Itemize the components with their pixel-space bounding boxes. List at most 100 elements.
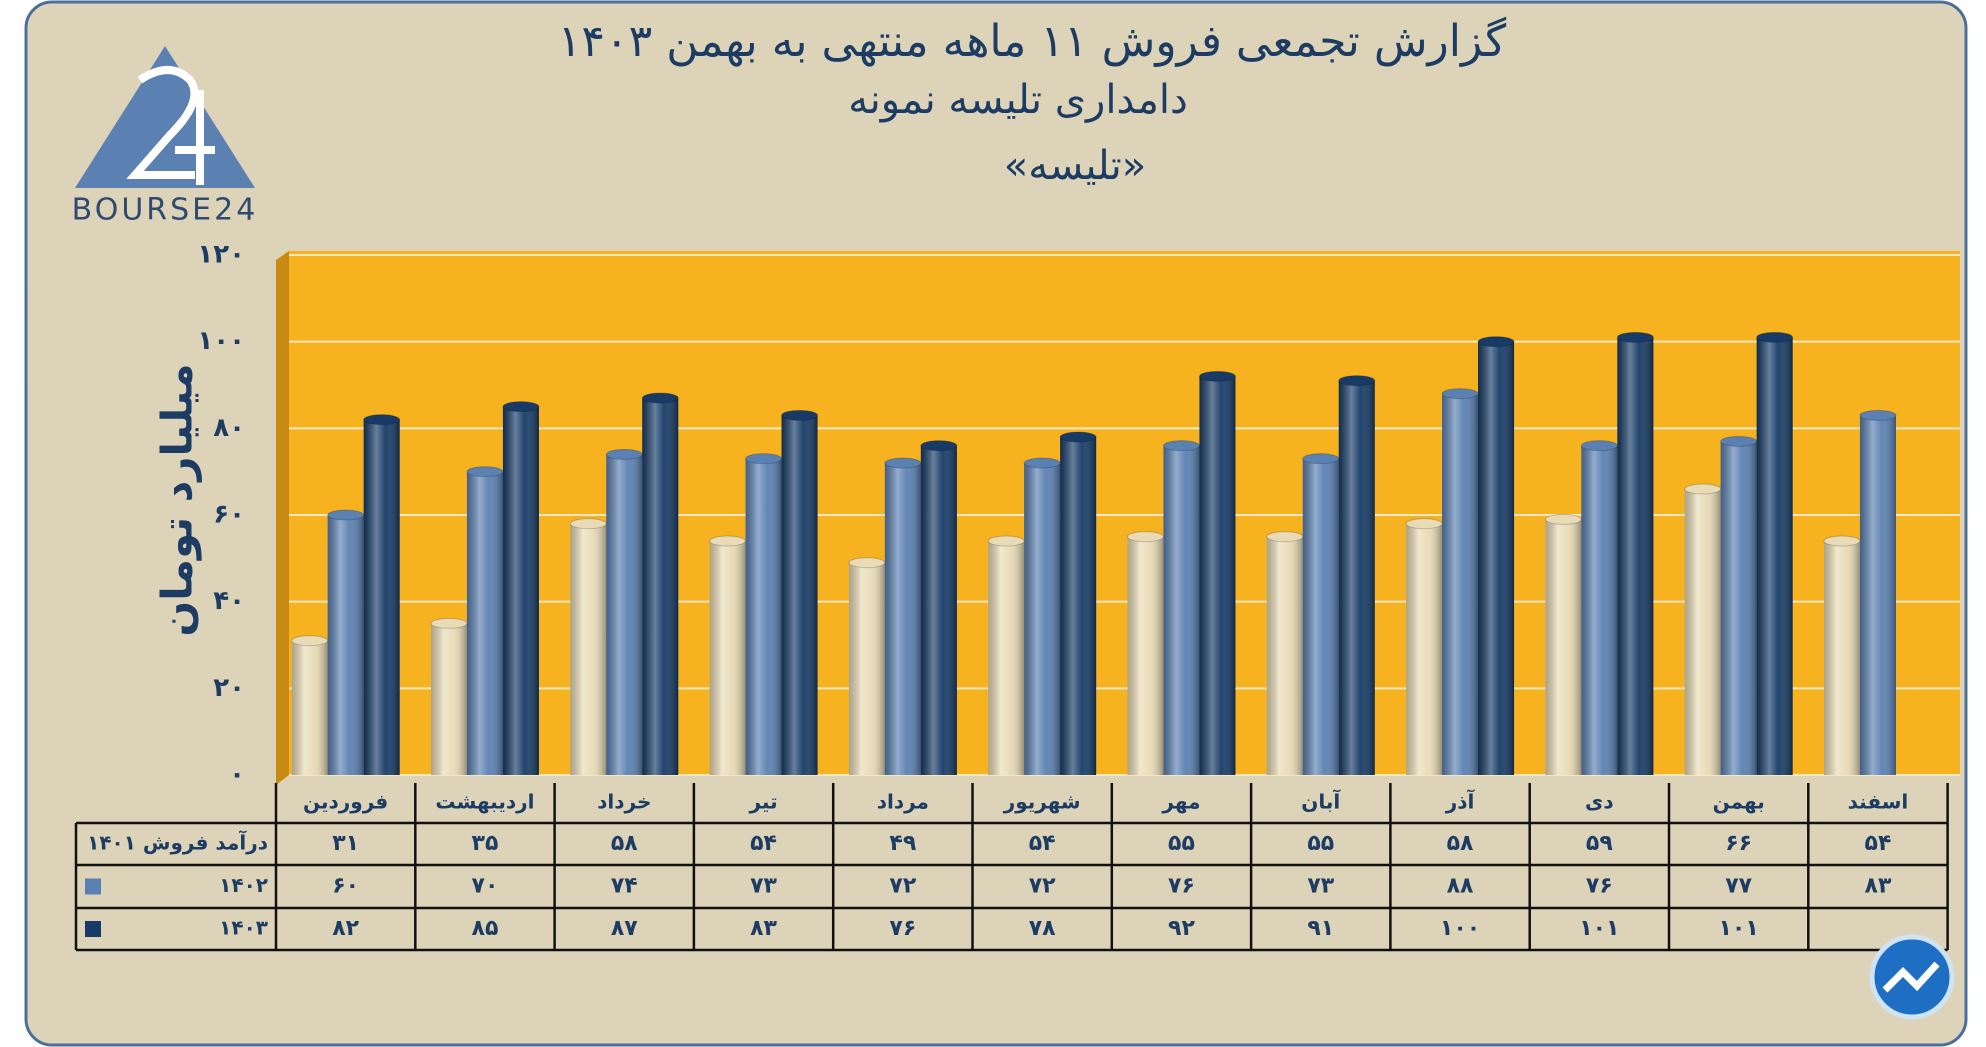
bar-cap (920, 440, 958, 452)
table-value: ۷۶ (889, 916, 916, 941)
table-value: ۱۰۱ (1579, 916, 1619, 941)
bar-shade (1266, 536, 1303, 775)
table-value: ۸۵ (472, 916, 499, 941)
bar-shade (430, 623, 467, 775)
bar-shade (709, 541, 746, 775)
x-tick-label: اردیبهشت (435, 790, 534, 814)
corner-icon (1869, 934, 1955, 1020)
bar-shade (1581, 445, 1618, 775)
bar-cap (1580, 440, 1618, 452)
chart-subtitle: «تلیسه» (1004, 143, 1147, 189)
legend-swatch (85, 878, 101, 895)
x-tick-label: اسفند (1848, 790, 1909, 814)
bar-cap (1302, 453, 1340, 465)
table-value: ۷۶ (1168, 874, 1195, 899)
y-tick-label: ۰ (229, 760, 245, 790)
bar-cap (1405, 518, 1443, 530)
table-value: ۷۶ (1586, 874, 1613, 899)
table-value: ۷۸ (1029, 916, 1056, 941)
bar-cap (363, 414, 401, 426)
table-value: ۵۴ (750, 831, 777, 856)
bar-shade (1199, 376, 1236, 775)
bar-shade (1478, 341, 1515, 775)
y-tick-label: ۸۰ (213, 413, 245, 443)
table-value: ۸۷ (611, 916, 638, 941)
x-tick-label: آذر (1445, 789, 1476, 814)
bar-shade (1338, 380, 1375, 775)
bar-shade (502, 406, 539, 775)
bar-shade (848, 562, 885, 775)
table-value: ۷۳ (1307, 874, 1334, 899)
grid: ۰ ۲۰ ۴۰ ۶۰ ۸۰ ۱۰۰ ۱۲۰ (197, 240, 1960, 790)
y-tick-label: ۱۰۰ (197, 326, 245, 356)
bar-cap (605, 448, 643, 460)
bar-cap (291, 635, 329, 647)
bar-cap (1266, 531, 1304, 543)
bar-shade (1406, 523, 1443, 775)
bar-cap (1859, 409, 1897, 421)
bar-shade (745, 458, 782, 775)
data-table: فروردین اردیبهشت خرداد تیر مرداد شهریور مهر آبا… (74, 783, 1949, 952)
bar-cap (884, 457, 922, 469)
x-tick-label: خرداد (597, 790, 651, 814)
table-value: ۸۳ (1865, 874, 1892, 899)
legend-label: ۱۴۰۲ (219, 873, 268, 897)
logo-mark (126, 66, 215, 185)
chart-title: گزارش تجمعی فروش ۱۱ ماهه منتهی به بهمن ۱… (558, 16, 1507, 67)
table-value: ۷۷ (1725, 874, 1752, 899)
bar-cap (1338, 375, 1376, 387)
bar-cap (1823, 535, 1861, 547)
table-value: ۶۶ (1725, 831, 1752, 856)
x-tick-label: فروردین (303, 790, 388, 814)
bar-shade (642, 398, 679, 775)
table-value: ۵۵ (1307, 831, 1334, 856)
table-value: ۵۸ (1447, 831, 1474, 856)
table-value: ۸۲ (332, 916, 359, 941)
chart-subtitle: دامداری تلیسه نمونه (848, 77, 1188, 123)
y-tick-label: ۶۰ (213, 500, 245, 530)
table-value: ۱۰۰ (1440, 916, 1480, 941)
table-value: ۸۳ (750, 916, 777, 941)
bar-cap (1441, 388, 1479, 400)
bar-shade (1442, 393, 1479, 775)
bar-cap (1720, 435, 1758, 447)
bar-shade (570, 523, 607, 775)
table-value: ۷۳ (750, 874, 777, 899)
bar-cap (466, 466, 504, 478)
table-value: ۱۰۱ (1719, 916, 1759, 941)
bar-cap (1684, 483, 1722, 495)
table-value: ۸۸ (1447, 874, 1474, 899)
table-value: ۳۱ (332, 831, 359, 856)
table-value: ۹۱ (1307, 916, 1334, 941)
bar-cap (502, 401, 540, 413)
bar-cap (848, 557, 886, 569)
table-value: ۵۴ (1865, 831, 1892, 856)
bar-cap (1162, 440, 1200, 452)
bar-cap (1477, 336, 1515, 348)
x-tick-label: بهمن (1713, 790, 1765, 814)
bar-cap (327, 509, 365, 521)
table-value: ۵۵ (1168, 831, 1195, 856)
bar-cap (1616, 331, 1654, 343)
logo: BOURSE24 (72, 46, 255, 228)
bar-shade (1024, 463, 1061, 775)
table-value: ۴۹ (889, 831, 916, 856)
bar-shade (1859, 415, 1896, 775)
bar-shade (1617, 337, 1654, 775)
bar-shade (1545, 519, 1582, 775)
x-tick-label: شهریور (1003, 790, 1081, 814)
table-value: ۹۲ (1168, 916, 1195, 941)
x-tick-label: مرداد (877, 790, 929, 814)
bar-shade (363, 419, 400, 775)
bar-shade (1127, 536, 1164, 775)
bar-cap (709, 535, 747, 547)
bar-cap (641, 392, 679, 404)
bar-cap (1023, 457, 1061, 469)
bar-cap (987, 535, 1025, 547)
table-value: ۷۲ (1029, 874, 1056, 899)
x-tick-label: آبان (1301, 789, 1341, 814)
bar-shade (781, 415, 818, 775)
bar-shade (988, 541, 1025, 775)
